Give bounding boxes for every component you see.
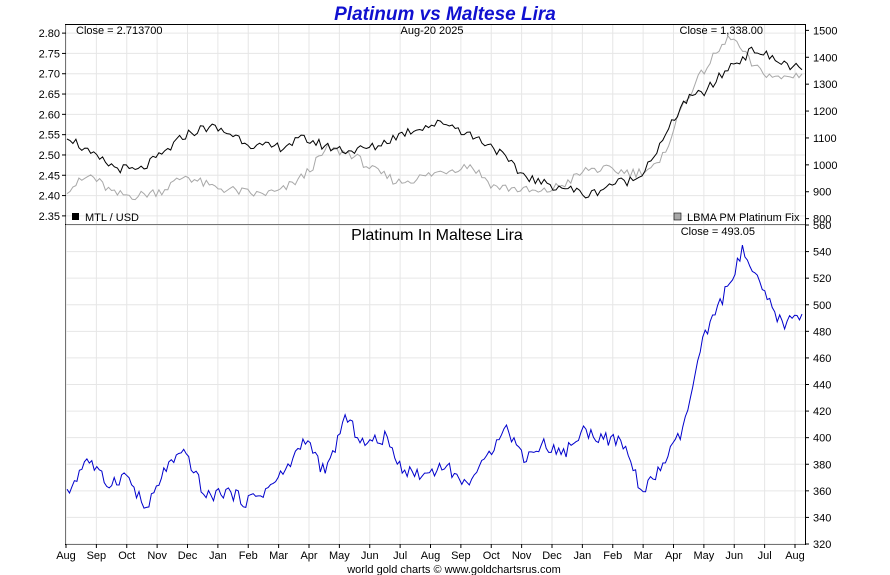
x-tick-label: Aug [421, 550, 441, 562]
y-right-tick-label: 1000 [813, 160, 837, 172]
y-bottom-tick-label: 540 [813, 247, 831, 259]
x-tick-label: Mar [269, 550, 288, 562]
x-tick-label: May [693, 550, 714, 562]
y-bottom-tick-label: 420 [813, 406, 831, 418]
y-left-tick-label: 2.35 [39, 211, 60, 223]
x-tick-label: Sep [451, 550, 471, 562]
x-tick-label: Apr [300, 550, 317, 562]
x-tick-label: Sep [87, 550, 107, 562]
x-tick-label: Jan [209, 550, 227, 562]
top-close-right-label: Close = 1,338.00 [680, 25, 763, 37]
legend-label-platinum: LBMA PM Platinum Fix [687, 212, 800, 224]
series-layer [66, 34, 803, 509]
bottom-panel-title: Platinum In Maltese Lira [351, 227, 523, 244]
tick-layer: Aug Sep Oct Nov Dec Jan Feb Mar Apr May Jun Jul Aug S… [39, 25, 838, 562]
x-tick-label: Aug [56, 550, 76, 562]
grid-layer [65, 25, 805, 545]
x-tick-label: Apr [665, 550, 682, 562]
y-bottom-tick-label: 560 [813, 220, 831, 232]
chart-title: Platinum vs Maltese Lira [334, 4, 556, 25]
x-tick-label: Jan [574, 550, 592, 562]
y-bottom-tick-label: 320 [813, 539, 831, 551]
y-right-tick-label: 1100 [813, 133, 837, 145]
footer-credit: world gold charts © www.goldchartsrus.co… [346, 564, 561, 575]
y-bottom-tick-label: 500 [813, 300, 831, 312]
x-tick-label: Mar [634, 550, 653, 562]
y-bottom-tick-label: 520 [813, 273, 831, 285]
y-left-tick-label: 2.70 [39, 69, 60, 81]
x-tick-label: Jun [361, 550, 379, 562]
bottom-close-label: Close = 493.05 [681, 226, 755, 238]
y-right-tick-label: 1200 [813, 106, 837, 118]
x-tick-label: Jul [393, 550, 407, 562]
y-bottom-tick-label: 380 [813, 459, 831, 471]
x-tick-label: Dec [542, 550, 562, 562]
y-bottom-tick-label: 360 [813, 486, 831, 498]
y-right-tick-label: 800 [813, 214, 831, 226]
series-line-platinum-mtl [66, 244, 803, 509]
y-left-tick-label: 2.80 [39, 28, 60, 40]
x-tick-label: Jun [725, 550, 743, 562]
top-date-label: Aug-20 2025 [401, 25, 464, 37]
y-bottom-tick-label: 460 [813, 353, 831, 365]
x-tick-label: Oct [483, 550, 500, 562]
y-left-tick-label: 2.55 [39, 130, 60, 142]
top-close-left-label: Close = 2.713700 [76, 25, 163, 37]
x-tick-label: Aug [785, 550, 805, 562]
y-left-tick-label: 2.50 [39, 150, 60, 162]
x-tick-label: Jul [758, 550, 772, 562]
x-tick-label: Oct [118, 550, 135, 562]
x-tick-label: May [329, 550, 350, 562]
legend-swatch-platinum [673, 212, 682, 221]
legend-label-mtl: MTL / USD [85, 212, 139, 224]
y-right-tick-label: 1500 [813, 25, 837, 37]
legend-swatch-mtl [72, 213, 79, 220]
x-tick-label: Nov [512, 550, 532, 562]
x-tick-label: Nov [147, 550, 167, 562]
x-tick-label: Feb [603, 550, 622, 562]
y-left-tick-label: 2.65 [39, 89, 60, 101]
y-bottom-tick-label: 480 [813, 326, 831, 338]
y-left-tick-label: 2.75 [39, 48, 60, 60]
y-left-tick-label: 2.45 [39, 170, 60, 182]
y-right-tick-label: 900 [813, 187, 831, 199]
x-tick-label: Dec [178, 550, 198, 562]
y-bottom-tick-label: 400 [813, 433, 831, 445]
y-bottom-tick-label: 440 [813, 380, 831, 392]
y-right-tick-label: 1400 [813, 52, 837, 64]
y-left-tick-label: 2.40 [39, 191, 60, 203]
x-tick-label: Feb [239, 550, 258, 562]
y-bottom-tick-label: 340 [813, 512, 831, 524]
y-left-tick-label: 2.60 [39, 109, 60, 121]
series-line-mtl-usd [66, 46, 803, 199]
y-right-tick-label: 1300 [813, 79, 837, 91]
